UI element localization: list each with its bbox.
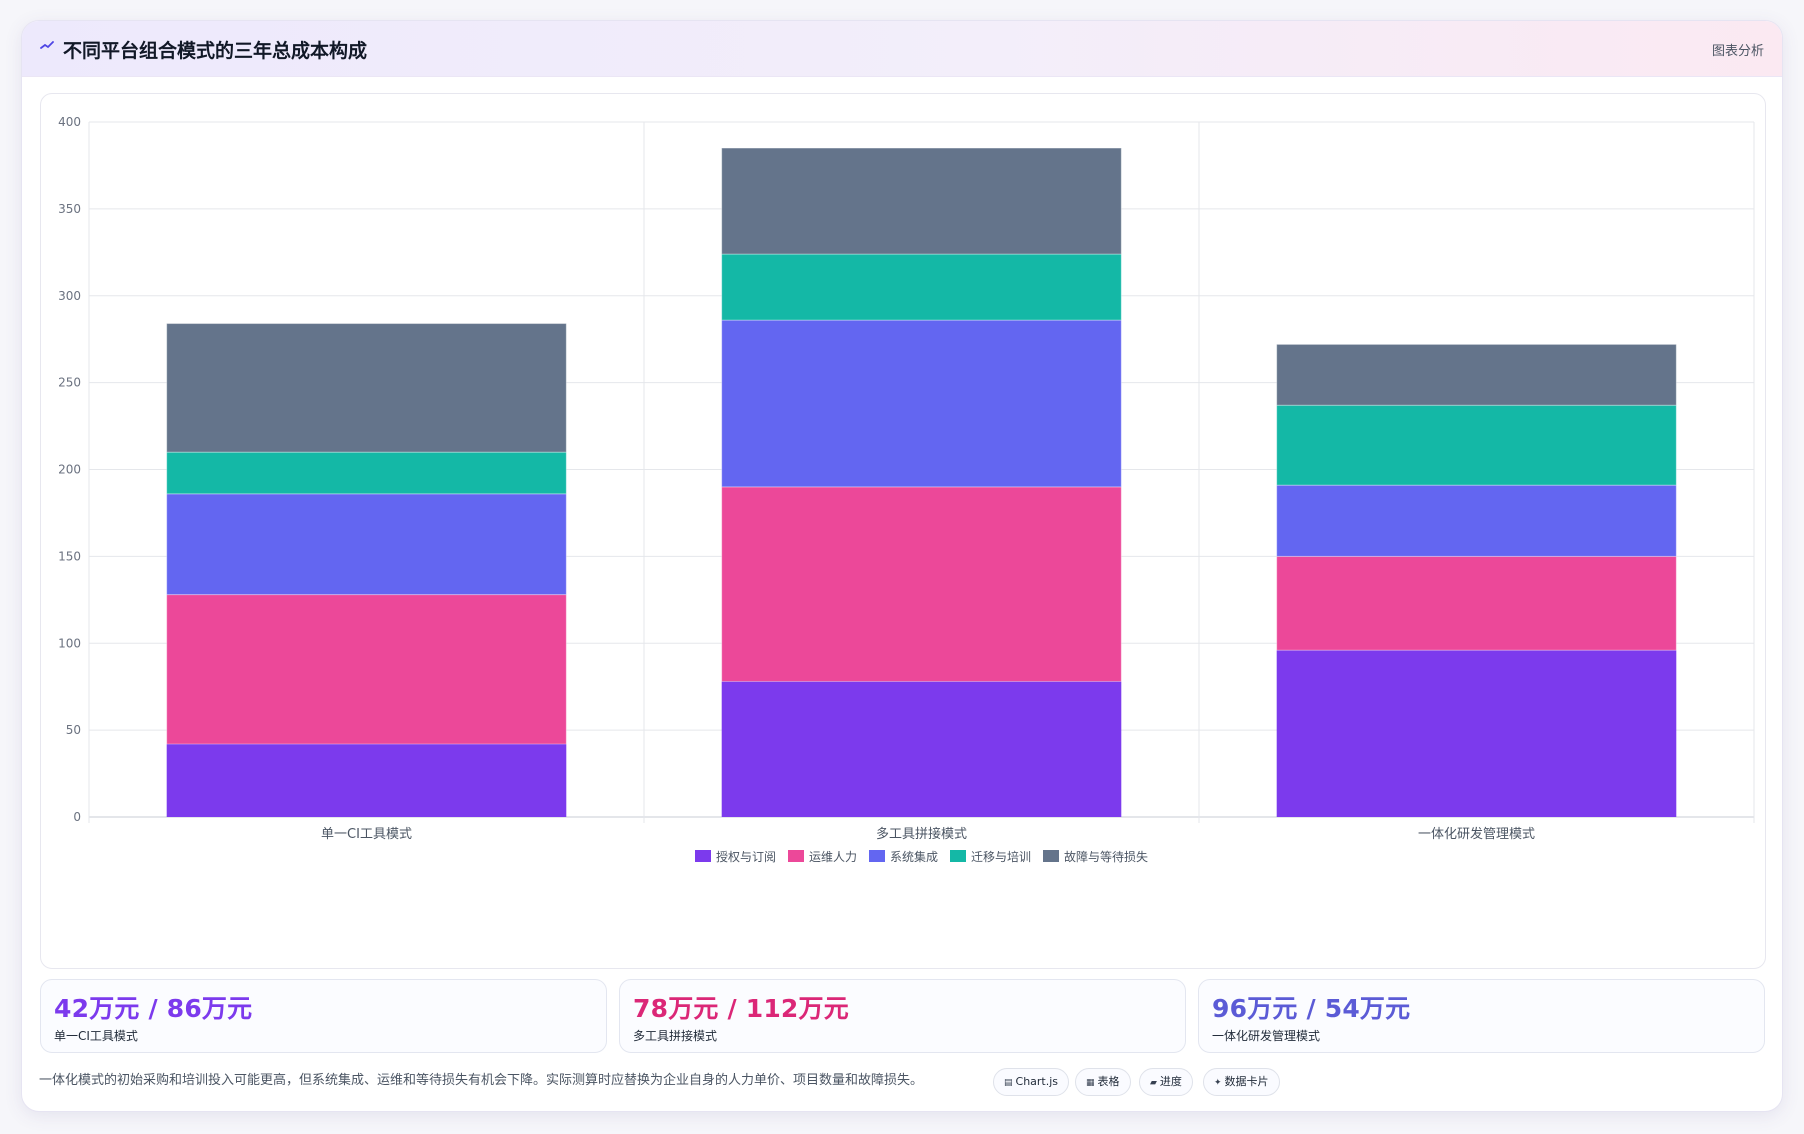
footnote: 一体化模式的初始采购和培训投入可能更高，但系统集成、运维和等待损失有机会下降。实… [39,1073,924,1088]
stat-label: 单一CI工具模式 [54,1029,138,1043]
stat-card-single-ci: 42万元 / 86万元 单一CI工具模式 [40,979,607,1053]
stat-value: 42万元 / 86万元 [54,994,253,1023]
chip-data-cards[interactable]: ✦ 数据卡片 [1203,1068,1280,1096]
y-tick-label: 100 [58,636,81,650]
bar-segment [1276,343,1677,406]
stat-card-multi-tool: 78万元 / 112万元 多工具拼接模式 [619,979,1186,1053]
stat-label: 一体化研发管理模式 [1212,1029,1321,1043]
chip-label: Chart.js [1015,1075,1059,1088]
legend-swatch [695,850,711,862]
legend-swatch [869,850,885,862]
chip-label: 进度 [1159,1075,1182,1088]
chip-label: 表格 [1097,1075,1120,1088]
y-tick-label: 250 [58,376,81,390]
bar-segment [721,486,1122,682]
bar-segment [166,594,567,745]
legend-label: 迁移与培训 [971,849,1031,864]
legend-label: 授权与订阅 [716,849,776,864]
bar-segment [1276,555,1677,651]
bar-segment [1276,404,1677,486]
table-icon: ▦ [1086,1078,1095,1088]
chip-label: 数据卡片 [1224,1075,1269,1088]
legend-swatch [1043,850,1059,862]
stat-value: 78万元 / 112万元 [633,994,849,1023]
bar-segment [1276,650,1677,817]
legend-label: 运维人力 [809,850,857,864]
chip-progress[interactable]: ▰ 进度 [1139,1068,1193,1096]
card-header: 不同平台组合模式的三年总成本构成 图表分析 [22,21,1782,77]
y-tick-label: 300 [58,289,81,303]
bar-segment [1276,484,1677,557]
bar-segment [721,253,1122,321]
sparkle-icon: ✦ [1214,1078,1222,1088]
chart-analysis-link[interactable]: 图表分析 [1711,44,1764,59]
y-tick-label: 150 [58,549,81,563]
legend-swatch [788,850,804,862]
x-tick-label: 单一CI工具模式 [321,827,412,842]
chart-panel: 0 50 100 150 200 250 300 350 400 单一CI工具模式 多工具拼接模式 一… [40,93,1766,969]
legend-swatch [950,850,966,862]
x-tick-label: 多工具拼接模式 [876,826,967,842]
chip-table[interactable]: ▦ 表格 [1075,1068,1131,1096]
legend-label: 系统集成 [890,849,938,864]
chart-line-icon [40,39,56,55]
bar-segment [721,147,1122,255]
legend-label: 故障与等待损失 [1064,849,1148,864]
chart-card: 不同平台组合模式的三年总成本构成 图表分析 0 50 100 150 200 250 300… [21,20,1783,1112]
bar-segment [166,744,567,817]
bar-segment [721,319,1122,488]
stacked-bar-chart: 0 50 100 150 200 250 300 350 400 单一CI工具模式 多工具拼接模式 一… [58,115,1755,864]
bar-segment [166,451,567,495]
x-tick-label: 一体化研发管理模式 [1418,826,1535,842]
bar-segment [166,323,567,453]
stat-card-integrated: 96万元 / 54万元 一体化研发管理模式 [1198,979,1765,1053]
progress-icon: ▰ [1150,1078,1157,1088]
y-tick-label: 400 [58,115,81,129]
chip-chartjs[interactable]: ▤ Chart.js [993,1068,1070,1096]
bar-segment [166,493,567,596]
bar-segment [721,681,1122,817]
page-title: 不同平台组合模式的三年总成本构成 [63,40,368,62]
y-tick-label: 350 [58,202,81,216]
stat-value: 96万元 / 54万元 [1212,994,1411,1023]
chart-icon: ▤ [1004,1078,1013,1088]
stat-label: 多工具拼接模式 [633,1029,718,1043]
y-tick-label: 50 [66,723,81,737]
y-tick-label: 200 [58,463,81,477]
y-tick-label: 0 [73,810,81,824]
